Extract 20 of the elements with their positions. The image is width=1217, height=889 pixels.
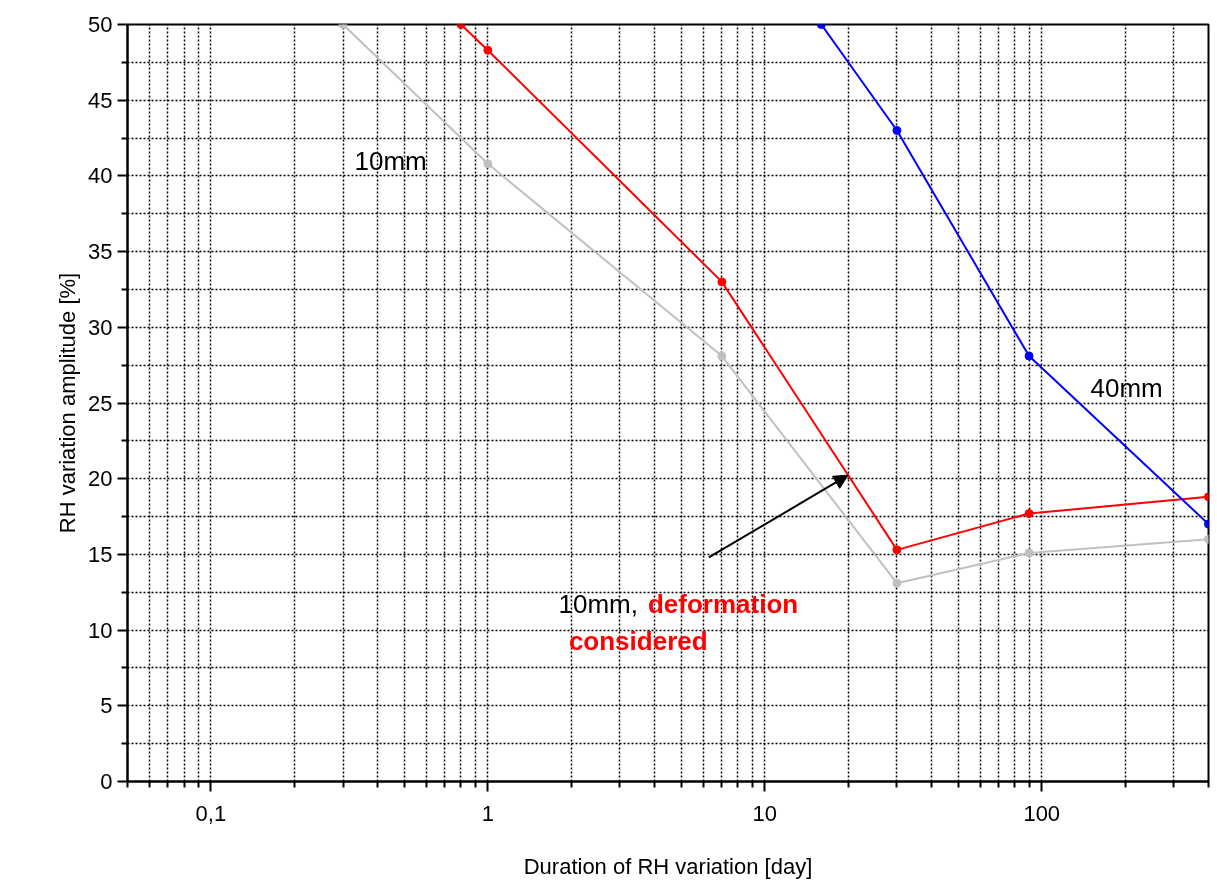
y-tick-label: 35	[88, 239, 113, 265]
y-tick-label: 45	[88, 87, 113, 113]
x-axis-title: Duration of RH variation [day]	[523, 853, 813, 879]
x-tick-label: 1	[481, 800, 494, 826]
y-tick-label: 20	[88, 466, 113, 492]
y-tick-label: 25	[88, 390, 113, 416]
y-axis-title: RH variation amplitude [%]	[55, 272, 81, 534]
y-tick-label: 40	[88, 163, 113, 189]
x-tick-label: 10	[752, 800, 778, 826]
series-label: 40mm	[1090, 372, 1163, 403]
x-tick-label: 0,1	[195, 800, 227, 826]
y-tick-label: 15	[88, 541, 113, 567]
y-tick-label: 30	[88, 314, 113, 340]
y-tick-label: 10	[88, 617, 113, 643]
y-tick-label: 50	[88, 12, 113, 37]
series-label: 10mm	[354, 145, 427, 176]
y-tick-label: 5	[100, 693, 113, 719]
y-tick-label: 0	[100, 769, 113, 794]
x-tick-label: 100	[1023, 800, 1061, 826]
text: 10mm, deformation considered	[558, 589, 799, 656]
